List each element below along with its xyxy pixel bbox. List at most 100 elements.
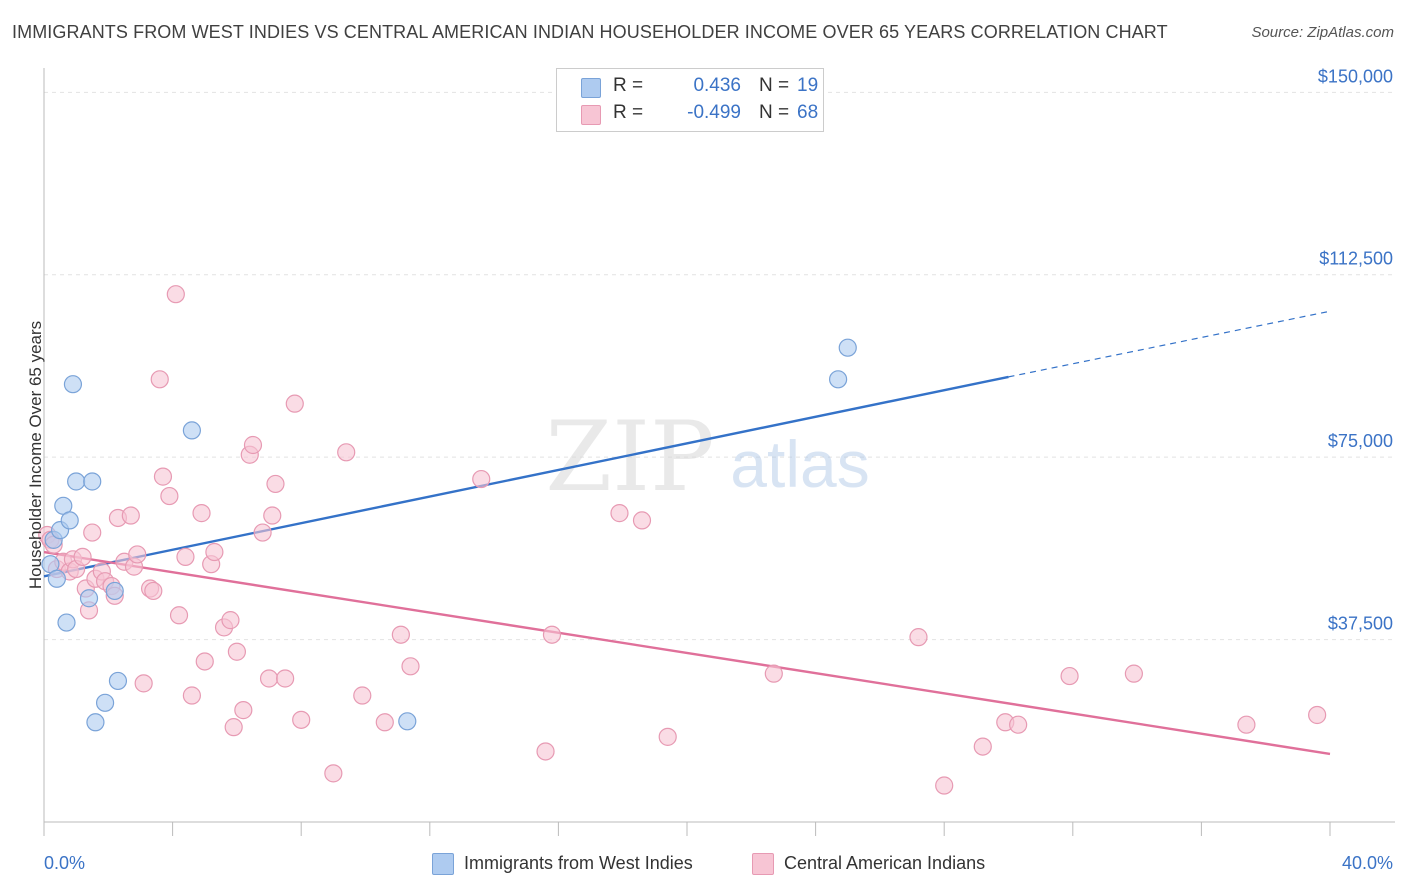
point-central-american-indians xyxy=(1060,666,1079,686)
legend-swatch-central-american-indians xyxy=(581,105,601,125)
bottom-legend-swatch-west-indies xyxy=(432,853,454,875)
correlation-legend: R = 0.436 N = 19 R = -0.499 N = 68 xyxy=(556,68,824,132)
point-central-american-indians xyxy=(266,474,285,494)
legend-r-value: -0.499 xyxy=(687,102,741,123)
point-central-american-indians xyxy=(324,764,343,783)
watermark-zip: ZIP xyxy=(545,401,714,513)
point-central-american-indians xyxy=(253,523,272,542)
x-tick-label-max: 40.0% xyxy=(1342,853,1393,873)
point-central-american-indians xyxy=(909,628,928,647)
point-central-american-indians xyxy=(176,547,195,566)
point-central-american-indians xyxy=(276,669,295,688)
point-central-american-indians xyxy=(73,547,92,566)
point-central-american-indians xyxy=(224,718,243,737)
point-west-indies xyxy=(57,613,76,632)
bottom-legend-swatch-central-american-indians xyxy=(752,853,774,875)
point-central-american-indians xyxy=(610,504,629,523)
point-central-american-indians xyxy=(292,710,311,729)
point-central-american-indians xyxy=(472,469,491,489)
bottom-legend-label: Central American Indians xyxy=(784,853,986,873)
point-central-american-indians xyxy=(227,642,246,661)
point-central-american-indians xyxy=(391,625,410,644)
tick-labels: $37,500 $75,000 $112,500 $150,000 0.0% 40.0% xyxy=(44,66,1393,873)
point-west-indies xyxy=(83,472,102,491)
point-central-american-indians xyxy=(1009,715,1028,734)
point-central-american-indians xyxy=(259,669,279,688)
legend-n-value: 19 xyxy=(797,75,819,96)
point-central-american-indians xyxy=(83,523,102,542)
point-west-indies xyxy=(838,338,857,357)
grid-lines xyxy=(44,91,1395,641)
point-central-american-indians xyxy=(121,506,140,525)
source-label: Source: ZipAtlas.com xyxy=(1251,24,1394,41)
y-tick-label: $150,000 xyxy=(1318,66,1393,86)
point-central-american-indians xyxy=(234,701,253,720)
point-central-american-indians xyxy=(263,506,282,525)
trend-line-central-american-indians xyxy=(43,550,1331,756)
legend-swatch-west-indies xyxy=(581,78,601,98)
point-central-american-indians xyxy=(1124,664,1143,683)
point-central-american-indians xyxy=(169,606,189,625)
point-central-american-indians xyxy=(632,511,652,530)
point-central-american-indians xyxy=(536,742,555,761)
point-central-american-indians xyxy=(973,737,992,756)
watermark-atlas: atlas xyxy=(730,427,869,501)
trend-lines xyxy=(43,310,1331,756)
point-central-american-indians xyxy=(243,435,263,455)
point-central-american-indians xyxy=(401,657,420,676)
point-west-indies xyxy=(86,713,105,732)
axes xyxy=(43,68,1395,836)
point-west-indies xyxy=(105,581,124,601)
legend-n-value: 68 xyxy=(797,102,819,123)
point-central-american-indians xyxy=(353,686,372,705)
point-west-indies xyxy=(67,472,86,491)
point-central-american-indians xyxy=(153,467,173,486)
legend-n-label: N = xyxy=(759,75,790,96)
point-central-american-indians xyxy=(221,611,240,630)
point-central-american-indians xyxy=(160,486,179,506)
point-west-indies xyxy=(63,375,83,394)
y-tick-label: $75,000 xyxy=(1328,431,1393,451)
data-points xyxy=(38,285,1327,795)
trend-extension-west-indies xyxy=(1008,310,1331,378)
point-west-indies xyxy=(79,589,99,608)
watermark: ZIP atlas xyxy=(545,401,869,513)
point-central-american-indians xyxy=(1308,705,1327,725)
point-central-american-indians xyxy=(337,443,356,462)
point-central-american-indians xyxy=(195,652,214,671)
point-central-american-indians xyxy=(542,625,562,644)
legend-r-label: R = xyxy=(613,75,644,96)
point-central-american-indians xyxy=(205,542,224,562)
point-central-american-indians xyxy=(166,285,185,304)
point-central-american-indians xyxy=(375,713,394,732)
point-central-american-indians xyxy=(150,370,169,389)
point-west-indies xyxy=(60,511,79,530)
chart-title: IMMIGRANTS FROM WEST INDIES VS CENTRAL A… xyxy=(12,22,1168,42)
point-central-american-indians xyxy=(182,686,201,705)
point-west-indies xyxy=(182,421,201,440)
legend-r-value: 0.436 xyxy=(693,75,741,96)
point-central-american-indians xyxy=(764,664,783,683)
point-central-american-indians xyxy=(285,394,304,413)
point-central-american-indians xyxy=(658,727,677,746)
point-central-american-indians xyxy=(935,776,954,795)
point-central-american-indians xyxy=(134,674,153,693)
y-axis-label: Householder Income Over 65 years xyxy=(26,320,45,590)
point-central-american-indians xyxy=(144,581,163,601)
bottom-legend-label: Immigrants from West Indies xyxy=(464,853,693,873)
trend-line-west-indies xyxy=(43,375,1009,578)
point-central-american-indians xyxy=(192,504,211,523)
legend-r-label: R = xyxy=(613,102,644,123)
point-west-indies xyxy=(108,671,128,691)
legend-n-label: N = xyxy=(759,102,790,123)
point-west-indies xyxy=(47,569,66,588)
y-tick-label: $112,500 xyxy=(1319,249,1393,269)
point-west-indies xyxy=(95,693,115,712)
point-west-indies xyxy=(398,712,417,731)
point-central-american-indians xyxy=(1237,715,1256,734)
y-tick-label: $37,500 xyxy=(1328,614,1393,634)
x-tick-label-min: 0.0% xyxy=(44,853,85,873)
point-central-american-indians xyxy=(128,545,147,564)
point-west-indies xyxy=(829,370,848,389)
